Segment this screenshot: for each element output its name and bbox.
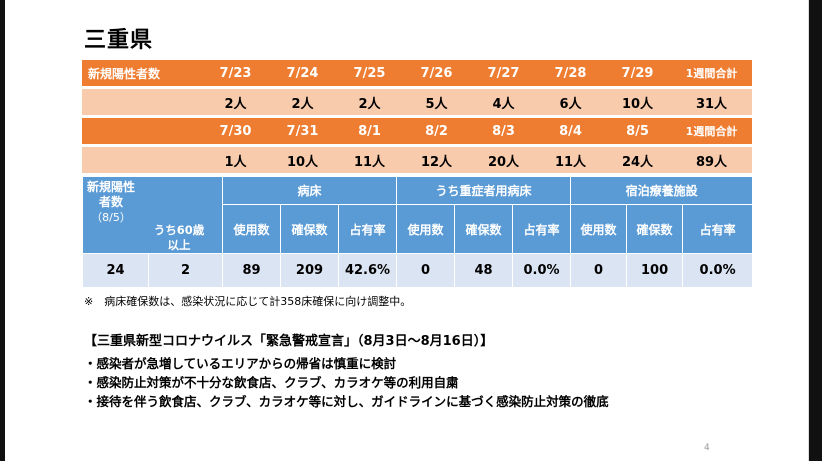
cases-header-row-week1: 新規陽性者数 7/23 7/24 7/25 7/26 7/27 7/28 7/2…: [82, 60, 752, 86]
weekly-total-cell: 89人: [671, 147, 752, 173]
bed-values-row: 24 2 89 209 42.6% 0 48 0.0% 0 100 0.0%: [82, 253, 754, 288]
new-positive-header: 新規陽性者数 （8/5） うち60歳以上: [82, 176, 223, 254]
count-cell: 2人: [336, 89, 403, 115]
severe-occupancy-value: 0.0%: [512, 253, 572, 288]
over60-label: うち60歳以上: [153, 223, 205, 252]
bed-subheader-row: 使用数 確保数 占有率 使用数 確保数 占有率 使用数 確保数 占有率: [83, 204, 754, 254]
weekly-total-cell: 31人: [671, 89, 752, 115]
hospital-secured-value: 209: [280, 253, 339, 288]
count-cell: 6人: [537, 89, 604, 115]
new-cases-table: 新規陽性者数 7/23 7/24 7/25 7/26 7/27 7/28 7/2…: [82, 57, 752, 176]
secured-count-header: 確保数: [454, 204, 514, 254]
list-item: ・感染防止対策が不十分な飲食店、クラブ、カラオケ等の利用自粛: [84, 375, 459, 390]
date-cell: 7/28: [537, 60, 604, 86]
hospital-beds-header: 病床: [221, 175, 398, 206]
lodging-facility-header: 宿泊療養施設: [570, 175, 754, 206]
count-cell: 2人: [269, 89, 336, 115]
date-cell: 7/26: [403, 60, 470, 86]
count-cell: 10人: [269, 147, 336, 173]
lodging-secured-value: 100: [626, 253, 684, 288]
lodging-occupancy-value: 0.0%: [682, 253, 754, 288]
date-cell: 8/3: [470, 118, 537, 144]
date-cell: 7/24: [269, 60, 336, 86]
hospital-occupancy-value: 42.6%: [337, 253, 398, 288]
used-count-header: 使用数: [222, 204, 281, 254]
date-cell: 7/23: [202, 60, 269, 86]
date-cell: 7/27: [470, 60, 537, 86]
over60-value: 2: [148, 253, 223, 288]
left-frame-border: [0, 0, 5, 461]
bed-capacity-table: 新規陽性者数 （8/5） うち60歳以上 病床 うち重症者用病床 宿泊療養施設 …: [82, 175, 754, 288]
occupancy-rate-header: 占有率: [512, 204, 572, 254]
page-number: 4: [704, 443, 710, 453]
empty-cell: [82, 89, 202, 115]
lodging-used-value: 0: [570, 253, 628, 288]
date-cell: 8/1: [336, 118, 403, 144]
date-cell: 8/5: [604, 118, 671, 144]
used-count-header: 使用数: [570, 204, 628, 254]
date-cell: 7/29: [604, 60, 671, 86]
hospital-used-value: 89: [222, 253, 281, 288]
severe-beds-header: うち重症者用病床: [396, 175, 572, 206]
count-cell: 11人: [537, 147, 604, 173]
severe-used-value: 0: [396, 253, 456, 288]
count-cell: 12人: [403, 147, 470, 173]
count-cell: 10人: [604, 89, 671, 115]
new-positive-value: 24: [82, 253, 149, 288]
count-cell: 11人: [336, 147, 403, 173]
used-count-header: 使用数: [396, 204, 456, 254]
date-cell: 7/31: [269, 118, 336, 144]
new-positive-label: 新規陽性者数: [86, 180, 135, 209]
declaration-bullets: ・感染者が急増しているエリアからの帰省は慎重に検討 ・感染防止対策が不十分な飲食…: [84, 354, 609, 411]
empty-cell: [82, 147, 202, 173]
bed-group-header-row: 新規陽性者数 （8/5） うち60歳以上 病床 うち重症者用病床 宿泊療養施設: [82, 175, 754, 254]
weekly-total-header: 1週間合計: [671, 60, 752, 86]
empty-cell: [82, 118, 202, 144]
cases-value-row-week1: 2人 2人 2人 5人 4人 6人 10人 31人: [82, 89, 752, 115]
occupancy-rate-header: 占有率: [682, 204, 754, 254]
slide-edge-line: [808, 0, 809, 461]
date-cell: 8/4: [537, 118, 604, 144]
right-frame-border: [809, 0, 822, 461]
count-cell: 1人: [202, 147, 269, 173]
count-cell: 20人: [470, 147, 537, 173]
secured-count-header: 確保数: [626, 204, 684, 254]
list-item: ・接待を伴う飲食店、クラブ、カラオケ等に対し、ガイドラインに基づく感染防止対策の…: [84, 394, 609, 409]
list-item: ・感染者が急増しているエリアからの帰省は慎重に検討: [84, 356, 397, 371]
occupancy-rate-header: 占有率: [337, 204, 398, 254]
weekly-total-header: 1週間合計: [671, 118, 752, 144]
date-cell: 7/30: [202, 118, 269, 144]
bed-note: ※ 病床確保数は、感染状況に応じて計358床確保に向け調整中。: [84, 295, 412, 308]
cases-label: 新規陽性者数: [82, 60, 202, 86]
new-positive-date: （8/5）: [91, 211, 131, 224]
count-cell: 24人: [604, 147, 671, 173]
declaration-title: 【三重県新型コロナウイルス「緊急警戒宣言」（8月3日～8月16日）】: [84, 334, 494, 349]
page-title: 三重県: [84, 28, 154, 53]
date-cell: 7/25: [336, 60, 403, 86]
date-cell: 8/2: [403, 118, 470, 144]
severe-secured-value: 48: [454, 253, 514, 288]
count-cell: 4人: [470, 89, 537, 115]
count-cell: 2人: [202, 89, 269, 115]
cases-header-row-week2: 7/30 7/31 8/1 8/2 8/3 8/4 8/5 1週間合計: [82, 118, 752, 144]
count-cell: 5人: [403, 89, 470, 115]
secured-count-header: 確保数: [280, 204, 339, 254]
cases-value-row-week2: 1人 10人 11人 12人 20人 11人 24人 89人: [82, 147, 752, 173]
